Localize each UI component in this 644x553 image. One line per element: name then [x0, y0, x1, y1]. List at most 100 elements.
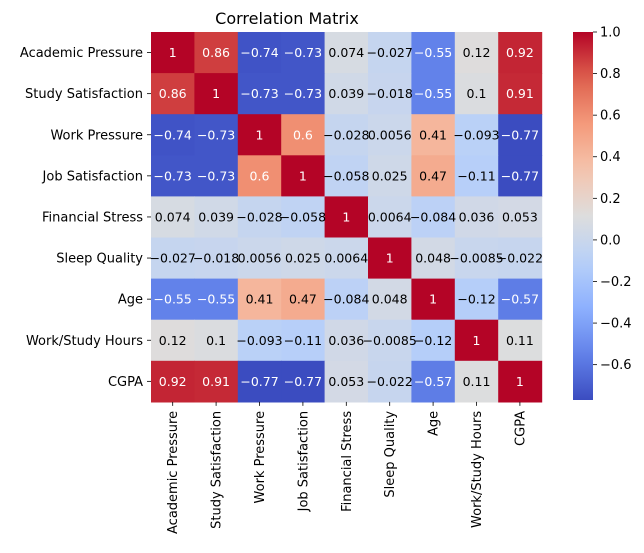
cell-annotation: −0.027 [150, 251, 196, 266]
heatmap-cell [194, 319, 239, 362]
cell-annotation: −0.73 [197, 127, 235, 142]
heatmap-cell [368, 155, 412, 197]
cell-annotation: 0.11 [506, 333, 534, 348]
heatmap-cell [324, 319, 369, 362]
y-tick-label: Sleep Quality [56, 252, 143, 267]
cell-annotation: 0.0064 [324, 251, 368, 266]
cell-annotation: 0.074 [155, 209, 191, 224]
heatmap-cell [324, 114, 369, 156]
heatmap-cell [411, 237, 456, 280]
cell-annotation: −0.74 [154, 127, 192, 142]
heatmap-cell [151, 237, 195, 280]
heatmap-cell [151, 278, 195, 321]
heatmap-cells [151, 32, 543, 403]
heatmap-cell [454, 155, 499, 197]
heatmap-cell [368, 319, 412, 362]
heatmap-cell [368, 32, 412, 74]
heatmap-cell [151, 32, 195, 74]
heatmap-cell [368, 278, 412, 321]
colorbar-tick-label: −0.4 [600, 317, 632, 332]
heatmap-cell [281, 32, 326, 74]
heatmap-cell [194, 237, 239, 280]
cell-annotation: −0.55 [414, 45, 452, 60]
heatmap-cell [281, 278, 326, 321]
cell-annotation: −0.55 [154, 292, 192, 307]
heatmap-cell [151, 73, 195, 115]
cell-annotation: 0.036 [328, 333, 364, 348]
heatmap-cell [324, 360, 369, 403]
cell-annotation: −0.058 [323, 168, 369, 183]
heatmap-cell [368, 360, 412, 403]
x-tick-label: Study Satisfaction [210, 411, 225, 529]
cell-annotation: 0.039 [328, 86, 364, 101]
cell-annotation: −0.73 [197, 168, 235, 183]
cell-annotation: 0.1 [206, 333, 226, 348]
x-tick-label: Financial Stress [340, 411, 355, 512]
x-tick-label: Work Pressure [253, 411, 268, 504]
heatmap-cell [194, 32, 239, 74]
cell-annotation: 0.11 [463, 374, 491, 389]
cell-annotation: 0.47 [419, 168, 447, 183]
cell-annotation: −0.73 [154, 168, 192, 183]
cell-annotations: 1 0.86 −0.74 −0.73 0.074 −0.027 −0.55 0.12 0.92 0… [150, 45, 543, 389]
cell-annotation: −0.77 [240, 374, 278, 389]
x-tick-label: Job Satisfaction [296, 411, 311, 512]
heatmap-cell [368, 114, 412, 156]
heatmap-cell [151, 319, 195, 362]
cell-annotation: 0.053 [502, 209, 538, 224]
heatmap-cell [281, 319, 326, 362]
cell-annotation: 0.92 [159, 374, 187, 389]
cell-annotation: −0.028 [323, 127, 369, 142]
heatmap-cell [411, 319, 456, 362]
heatmap-cell [194, 278, 239, 321]
heatmap-cell [498, 237, 543, 280]
cell-annotation: 0.025 [372, 168, 408, 183]
heatmap-cell [454, 114, 499, 156]
heatmap-cell [368, 196, 412, 239]
heatmap-cell [454, 319, 499, 362]
cell-annotation: 1 [256, 127, 264, 142]
cell-annotation: 0.41 [419, 127, 447, 142]
cell-annotation: −0.73 [240, 86, 278, 101]
cell-annotation: 0.47 [289, 292, 317, 307]
heatmap-cell [281, 196, 326, 239]
colorbar: 1.0 0.8 0.6 0.4 0.2 0.0 −0.2 −0.4 −0.6 [573, 26, 632, 400]
colorbar-tick-label: 0.6 [600, 109, 621, 124]
heatmap-cell [237, 360, 282, 403]
y-axis-tick-labels: Academic Pressure Study Satisfaction Work … [20, 46, 151, 390]
heatmap-cell [454, 278, 499, 321]
heatmap-cell [281, 237, 326, 280]
heatmap-cell [237, 237, 282, 280]
cell-annotation: 0.12 [159, 333, 187, 348]
heatmap-cell [324, 73, 369, 115]
heatmap-cell [411, 278, 456, 321]
heatmap-cell [411, 73, 456, 115]
cell-annotation: −0.77 [501, 168, 539, 183]
cell-annotation: −0.0085 [449, 251, 503, 266]
heatmap-cell [194, 114, 239, 156]
cell-annotation: 1 [299, 168, 307, 183]
cell-annotation: 1 [516, 374, 524, 389]
cell-annotation: −0.018 [193, 251, 239, 266]
x-tick-label: Age [427, 411, 442, 436]
heatmap-cell [411, 155, 456, 197]
y-tick-label: Work Pressure [50, 128, 143, 143]
heatmap-cell [498, 114, 543, 156]
cell-annotation: −0.022 [367, 374, 413, 389]
cell-annotation: 0.0056 [368, 127, 412, 142]
cell-annotation: −0.093 [236, 333, 282, 348]
heatmap-cell [498, 319, 543, 362]
heatmap-cell [151, 114, 195, 156]
heatmap-cell [498, 155, 543, 197]
colorbar-tick-label: 1.0 [600, 26, 621, 41]
cell-annotation: −0.57 [501, 292, 539, 307]
cell-annotation: 0.86 [159, 86, 187, 101]
cell-annotation: 0.048 [372, 292, 408, 307]
colorbar-tick-label: −0.2 [600, 275, 632, 290]
y-tick-label: Job Satisfaction [42, 169, 143, 184]
x-tick-label: CGPA [513, 411, 528, 446]
cell-annotation: −0.11 [284, 333, 322, 348]
heatmap-cell [324, 278, 369, 321]
cell-annotation: 1 [212, 86, 220, 101]
